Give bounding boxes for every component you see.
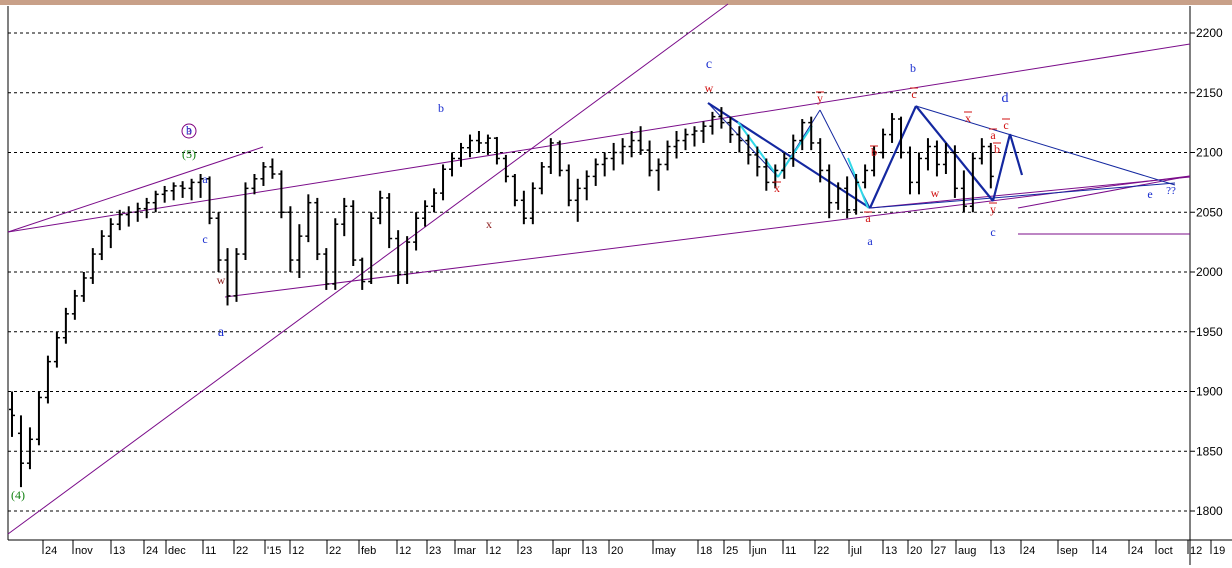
wave-label: c xyxy=(911,87,916,101)
channel-line xyxy=(7,146,264,233)
y-tick-label: 2100 xyxy=(1196,146,1223,160)
x-tick-label: 24 xyxy=(1131,545,1143,557)
x-tick-label: aug xyxy=(958,545,976,557)
x-tick-label: may xyxy=(655,545,676,557)
wave-label: y xyxy=(817,91,823,105)
wave-line xyxy=(707,102,871,209)
channel-line xyxy=(7,3,729,535)
x-tick-label: 18 xyxy=(700,545,712,557)
y-tick-label: 1800 xyxy=(1196,504,1223,518)
channel-line xyxy=(224,175,1191,298)
wave-label-circle xyxy=(181,123,197,139)
wave-line xyxy=(707,102,779,178)
y-tick-label: 1850 xyxy=(1196,444,1223,458)
wave-label: a xyxy=(865,211,871,225)
x-tick-label: 12 xyxy=(399,545,411,557)
wave-line xyxy=(1008,133,1024,176)
y-tick-label: 2200 xyxy=(1196,26,1223,40)
x-tick-label: jul xyxy=(850,545,862,557)
x-tick-label: 13 xyxy=(113,545,125,557)
wave-label: b xyxy=(871,145,877,159)
x-tick-label: 24 xyxy=(1023,545,1035,557)
x-tick-label: 25 xyxy=(726,545,738,557)
x-tick-label: 13 xyxy=(885,545,897,557)
x-tick-label: 20 xyxy=(611,545,623,557)
x-tick-label: 22 xyxy=(329,545,341,557)
wave-label: b xyxy=(186,123,192,137)
x-tick-label: feb xyxy=(361,545,376,557)
y-tick-label: 2050 xyxy=(1196,205,1223,219)
x-tick-label: 11 xyxy=(205,545,216,557)
wave-label: b xyxy=(910,61,916,75)
top-border-bar xyxy=(0,0,1232,5)
x-tick-label: dec xyxy=(168,545,186,557)
wave-label: a xyxy=(202,172,208,186)
x-tick-label: 23 xyxy=(520,545,532,557)
wave-line xyxy=(915,105,1176,186)
wave-label: a xyxy=(867,234,873,248)
x-tick-label: 24 xyxy=(146,545,158,557)
x-tick-label: 22 xyxy=(236,545,248,557)
wave-label: c xyxy=(1003,118,1008,132)
wave-label: w xyxy=(705,81,714,95)
x-tick-label: 20 xyxy=(910,545,922,557)
x-tick-label: 12 xyxy=(292,545,304,557)
x-tick-label: oct xyxy=(1158,545,1173,557)
x-tick-label: 23 xyxy=(429,545,441,557)
x-tick-label: 12 xyxy=(489,545,501,557)
x-tick-label: 14 xyxy=(1095,545,1107,557)
x-tick-label: 19 xyxy=(1213,545,1225,557)
x-tick-label: 12 xyxy=(1190,545,1202,557)
x-tick-label: 13 xyxy=(993,545,1005,557)
x-tick-label: 11 xyxy=(785,545,796,557)
wave-label: b xyxy=(438,101,444,115)
wave-label: 3 xyxy=(186,126,192,138)
x-tick-label: 24 xyxy=(45,545,57,557)
x-tick-label: 27 xyxy=(934,545,946,557)
wave-label: c xyxy=(706,57,712,72)
wave-label: c xyxy=(990,225,995,239)
channel-line xyxy=(7,43,1191,233)
y-tick-label: 1900 xyxy=(1196,385,1223,399)
wave-label: x xyxy=(774,181,780,195)
x-tick-label: sep xyxy=(1060,545,1078,557)
wave-label: (4) xyxy=(11,488,25,502)
price-bars xyxy=(9,107,994,488)
wave-label: (5) xyxy=(182,147,196,161)
x-tick-label: '15 xyxy=(267,545,281,557)
channel-line xyxy=(1017,175,1191,209)
wave-label: x xyxy=(965,111,971,125)
wave-label: x xyxy=(486,217,492,231)
x-tick-label: 22 xyxy=(817,545,829,557)
wave-label: b xyxy=(994,142,1000,156)
wave-label: w xyxy=(217,273,226,287)
wave-label: c xyxy=(202,232,207,246)
x-tick-label: 13 xyxy=(585,545,597,557)
wave-label: a xyxy=(990,128,996,142)
x-tick-label: mar xyxy=(457,545,476,557)
wave-label: e xyxy=(1147,187,1152,201)
x-tick-label: apr xyxy=(555,545,571,557)
x-tick-label: nov xyxy=(75,545,93,557)
y-tick-label: 2150 xyxy=(1196,86,1223,100)
x-tick-label: jun xyxy=(751,545,767,557)
y-tick-label: 1950 xyxy=(1196,325,1223,339)
channel-line xyxy=(869,176,1191,209)
wave-label: ?? xyxy=(1166,185,1176,197)
wave-line xyxy=(869,182,1176,209)
wave-line xyxy=(991,133,1012,202)
wave-line xyxy=(868,105,918,209)
y-tick-label: 2000 xyxy=(1196,265,1223,279)
wave-label: a xyxy=(218,325,225,340)
wave-label: y xyxy=(990,202,996,216)
wave-label: w xyxy=(931,186,940,200)
wave-label: d xyxy=(1002,91,1009,106)
